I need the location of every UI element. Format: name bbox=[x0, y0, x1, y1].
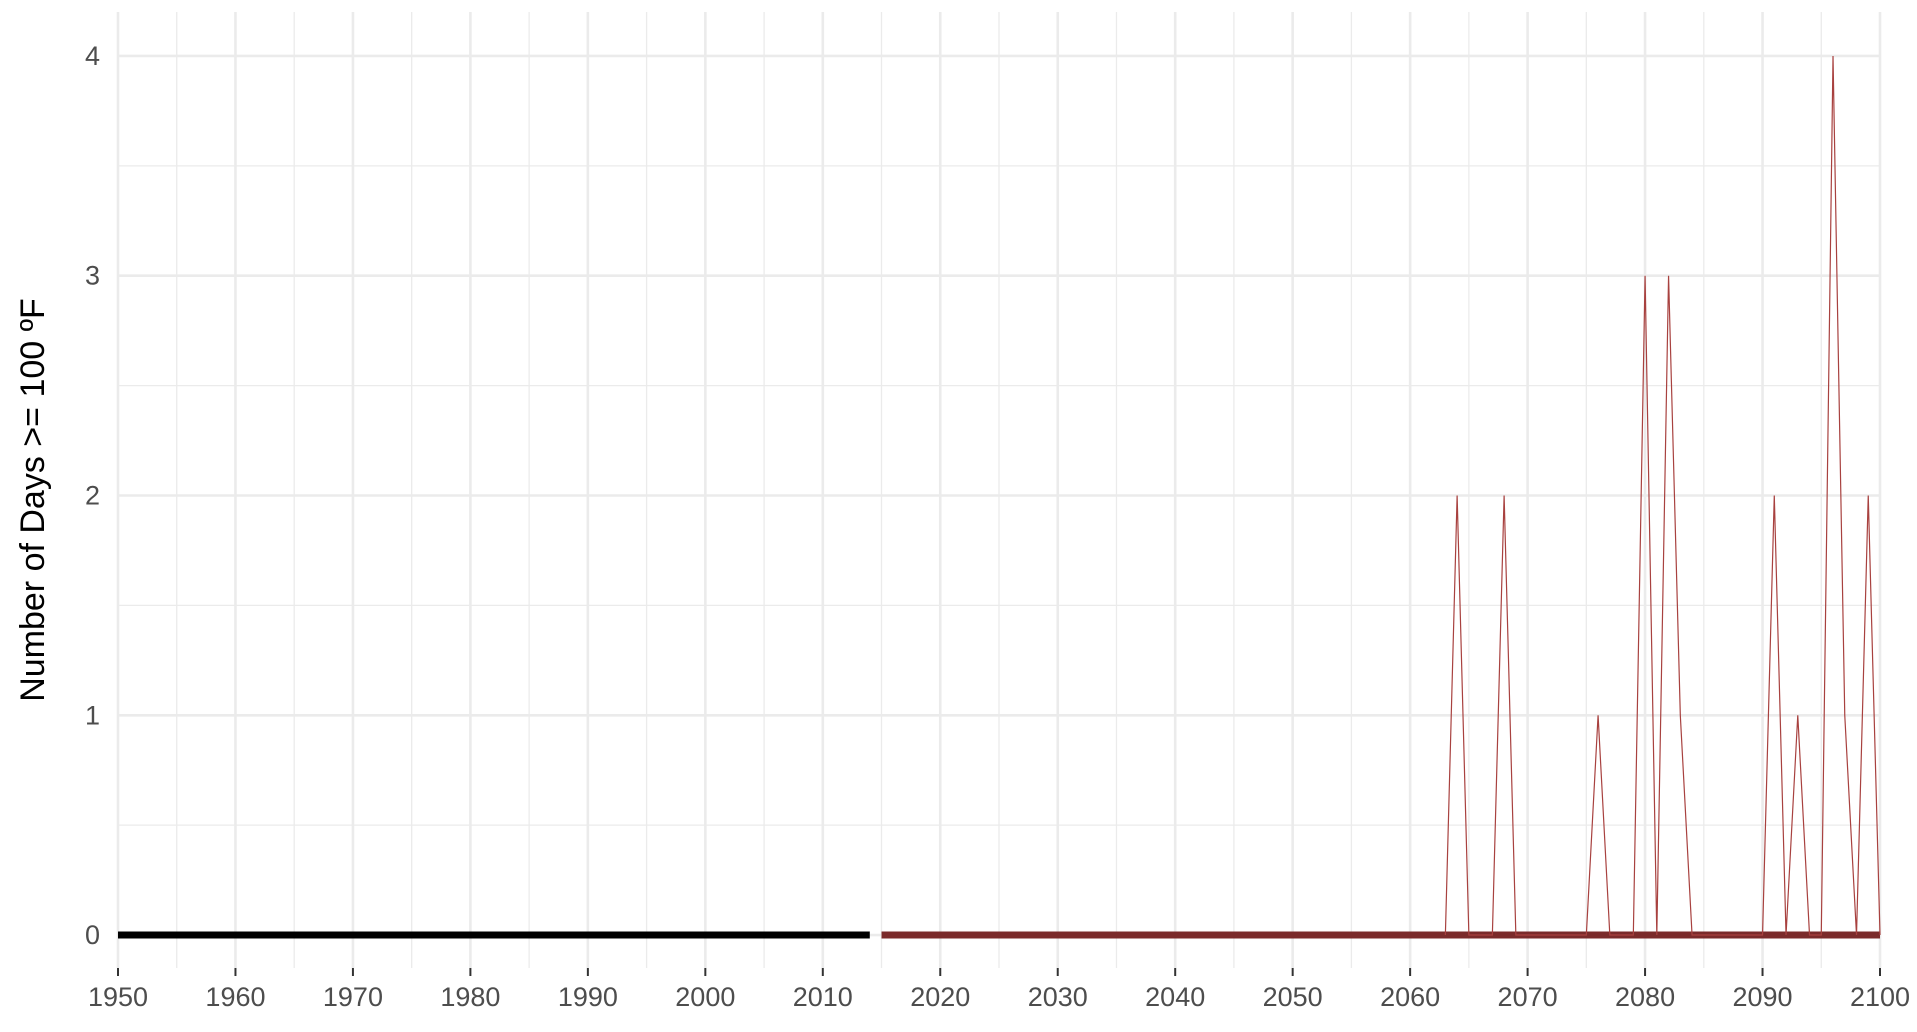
x-tick-label: 2000 bbox=[675, 982, 735, 1012]
y-tick-label: 0 bbox=[85, 920, 100, 950]
axes: 1950 1960 1970 1980 1990 2000 2010 2020 2030 2040… bbox=[85, 41, 1910, 1012]
grid-lines bbox=[116, 12, 1882, 968]
y-tick-label: 2 bbox=[85, 480, 100, 510]
y-axis-title: Number of Days >= 100 ºF bbox=[14, 298, 52, 702]
y-tick-label: 1 bbox=[85, 700, 100, 730]
x-tick-label: 1950 bbox=[88, 982, 148, 1012]
x-tick-label: 2090 bbox=[1732, 982, 1792, 1012]
series-lines bbox=[118, 55, 1881, 939]
y-tick-label: 3 bbox=[85, 261, 100, 291]
x-tick-label: 2070 bbox=[1498, 982, 1558, 1012]
x-tick-label: 1990 bbox=[558, 982, 618, 1012]
y-tick-label: 4 bbox=[85, 41, 100, 71]
x-tick-label: 1970 bbox=[323, 982, 383, 1012]
x-tick-label: 2050 bbox=[1263, 982, 1323, 1012]
x-tick-label: 1960 bbox=[205, 982, 265, 1012]
x-tick-label: 2010 bbox=[793, 982, 853, 1012]
x-tick-label: 2020 bbox=[910, 982, 970, 1012]
x-tick-label: 1980 bbox=[440, 982, 500, 1012]
x-tick-label: 2100 bbox=[1850, 982, 1910, 1012]
x-tick-label: 2080 bbox=[1615, 982, 1675, 1012]
x-tick-label: 2060 bbox=[1380, 982, 1440, 1012]
x-tick-label: 2030 bbox=[1028, 982, 1088, 1012]
series-line-2 bbox=[1444, 55, 1881, 936]
x-tick-label: 2040 bbox=[1145, 982, 1205, 1012]
